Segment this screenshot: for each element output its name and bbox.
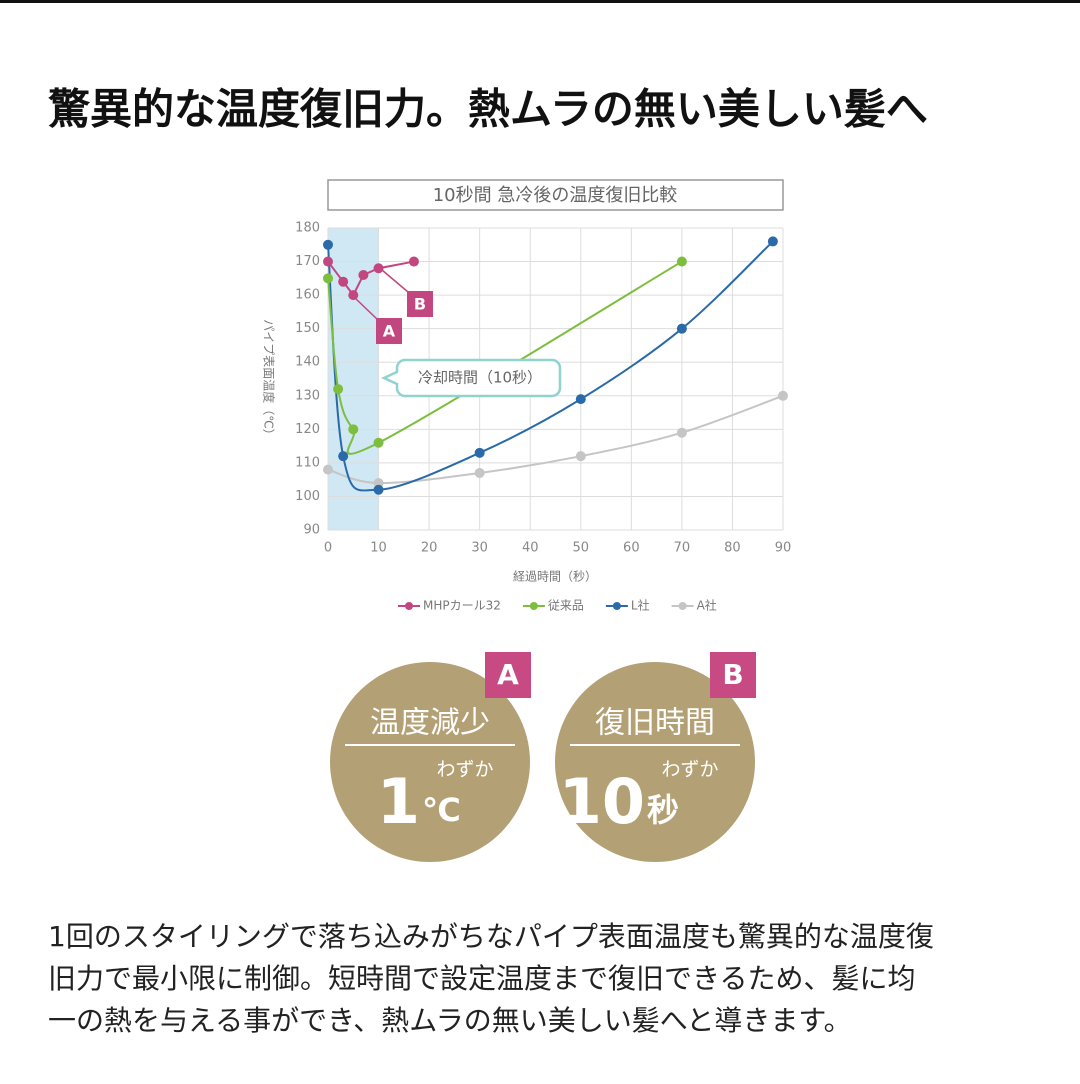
y-axis-label: パイプ表面温度（℃）	[262, 319, 277, 440]
data-point	[373, 484, 384, 495]
page-title: 驚異的な温度復旧力。熱ムラの無い美しい髪へ	[48, 85, 928, 134]
badge-value: 1	[377, 765, 420, 838]
pointer	[354, 297, 379, 321]
data-point	[338, 276, 349, 287]
data-point	[323, 256, 333, 267]
badge-letter-box	[485, 652, 531, 698]
badge-value: 10	[559, 765, 645, 838]
top-bar	[0, 0, 1080, 3]
y-tick-label: 120	[295, 422, 320, 437]
badge-heading: 温度減少	[370, 706, 490, 741]
y-tick-label: 90	[303, 523, 320, 538]
data-point	[474, 447, 485, 458]
callout-box	[381, 358, 562, 398]
legend-label: L社	[631, 598, 650, 613]
legend-label: A社	[697, 598, 717, 613]
x-tick-label: 10	[370, 541, 387, 556]
chart-title: 10秒間 急冷後の温度復旧比較	[433, 185, 678, 206]
data-point	[408, 256, 419, 267]
badge-letter: A	[497, 658, 519, 691]
x-tick-label: 40	[522, 541, 539, 556]
legend-swatch	[405, 602, 413, 610]
data-point	[358, 269, 369, 280]
y-tick-label: 100	[295, 489, 320, 504]
x-tick-label: 80	[724, 541, 741, 556]
x-tick-label: 90	[775, 541, 792, 556]
callout-text: 冷却時間（10秒）	[418, 369, 542, 387]
data-point	[373, 263, 384, 274]
legend-label: MHPカール32	[423, 599, 501, 613]
x-axis-label: 経過時間（秒）	[513, 570, 597, 584]
data-point	[323, 464, 333, 475]
y-tick-label: 140	[295, 355, 320, 370]
badge-heading: 復旧時間	[595, 706, 715, 741]
y-tick-label: 170	[295, 254, 320, 269]
chart-title-box	[327, 179, 784, 211]
data-point	[676, 427, 687, 438]
data-point	[323, 273, 333, 284]
data-point	[575, 451, 586, 462]
data-point	[676, 323, 687, 334]
x-tick-label: 70	[674, 541, 691, 556]
badge-circle	[330, 662, 530, 862]
badge-unit: ℃	[422, 791, 461, 829]
data-point	[348, 424, 359, 435]
data-point	[778, 390, 788, 401]
badge-letter-box	[710, 652, 756, 698]
data-point	[333, 384, 344, 395]
x-tick-label: 50	[573, 541, 590, 556]
legend-label: 従来品	[548, 599, 584, 613]
y-tick-label: 150	[295, 321, 320, 336]
x-tick-label: 20	[421, 541, 438, 556]
annotation-b: B	[414, 295, 426, 314]
annotation-a: A	[383, 322, 396, 341]
data-point	[676, 256, 687, 267]
series-line	[327, 260, 683, 455]
pointer	[381, 269, 409, 293]
callout: 冷却時間（10秒）	[381, 358, 562, 398]
data-point	[348, 290, 359, 301]
legend-swatch	[529, 602, 538, 610]
description-line: 旧力で最小限に制御。短時間で設定温度まで復旧できるため、髪に均	[48, 962, 915, 995]
data-point	[323, 239, 333, 250]
x-tick-label: 60	[623, 541, 640, 556]
x-tick-label: 0	[324, 541, 332, 556]
data-point	[373, 437, 384, 448]
badge-note: わずか	[436, 759, 493, 781]
description-line: 一の熱を与える事ができ、熱ムラの無い美しい髪へと導きます。	[48, 1004, 852, 1037]
label-box	[376, 318, 402, 344]
legend-swatch	[612, 602, 621, 610]
data-point	[767, 236, 778, 247]
y-tick-label: 160	[295, 288, 320, 303]
badge-note: わずか	[661, 759, 718, 781]
label-box	[407, 291, 433, 317]
data-point	[474, 467, 485, 478]
description-line: 1回のスタイリングで落ち込みがちなパイプ表面温度も驚異的な温度復	[48, 920, 934, 953]
y-tick-label: 180	[295, 221, 320, 236]
y-tick-label: 130	[295, 388, 320, 403]
badge-circle	[555, 662, 755, 862]
data-point	[338, 451, 349, 462]
x-tick-label: 30	[471, 541, 488, 556]
legend-swatch	[678, 602, 687, 610]
data-point	[575, 394, 586, 405]
badge-unit: 秒	[647, 791, 679, 829]
badge-letter: B	[722, 658, 743, 691]
y-tick-label: 110	[295, 455, 320, 470]
